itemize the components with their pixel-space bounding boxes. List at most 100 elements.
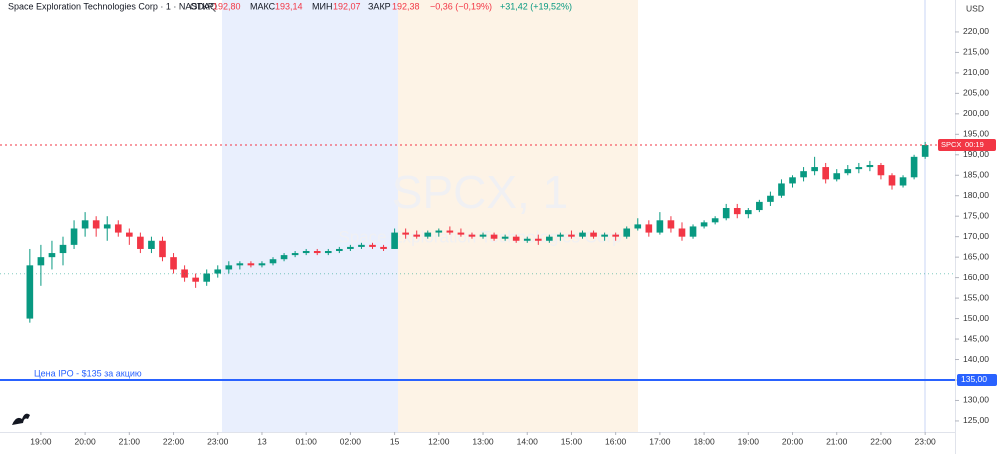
candle-body xyxy=(490,234,498,239)
candle-body xyxy=(203,273,211,282)
candle-body xyxy=(557,234,564,237)
candle-body xyxy=(280,255,288,260)
candle-body xyxy=(512,236,520,241)
x-tick-label: 14:00 xyxy=(517,436,539,446)
close-value: 192,38 xyxy=(392,1,420,11)
last-price-symbol: SPCX xyxy=(941,140,961,149)
candle-body xyxy=(833,173,841,180)
candle-body xyxy=(866,165,874,168)
candle-body xyxy=(822,167,829,180)
low-value: 192,07 xyxy=(333,1,361,11)
candle-body xyxy=(877,165,885,176)
candle-body xyxy=(501,236,509,239)
change-total: +31,42 (+19,52%) xyxy=(500,1,572,11)
y-tick-label: 140,00 xyxy=(963,354,989,364)
candle-body xyxy=(247,263,255,266)
candle-body xyxy=(126,232,133,237)
candle-body xyxy=(148,240,155,249)
candle-body xyxy=(722,208,730,219)
y-tick-label: 215,00 xyxy=(963,47,989,57)
high-value: 193,14 xyxy=(275,1,303,11)
y-tick-label: 220,00 xyxy=(963,26,989,36)
y-tick-label: 195,00 xyxy=(963,129,989,139)
candle-body xyxy=(523,238,531,241)
open-label: ОТКР xyxy=(190,1,214,11)
x-tick-label: 22:00 xyxy=(163,436,185,446)
candle-body xyxy=(921,145,929,157)
candle-body xyxy=(855,167,863,170)
candle-body xyxy=(645,224,653,233)
x-tick-label: 20:00 xyxy=(782,436,804,446)
x-tick-label: 01:00 xyxy=(296,436,318,446)
candle-body xyxy=(888,175,896,186)
x-tick-label: 15:00 xyxy=(561,436,583,446)
candle-body xyxy=(579,232,586,237)
logo xyxy=(12,413,30,425)
currency: USD xyxy=(966,3,984,13)
candle-body xyxy=(424,232,432,237)
x-tick-label: 22:00 xyxy=(870,436,892,446)
candle-body xyxy=(70,228,78,245)
candle-body xyxy=(369,244,376,247)
candle-body xyxy=(634,224,642,229)
candle-body xyxy=(59,244,67,254)
countdown: 00:19 xyxy=(965,140,984,149)
candle-body xyxy=(590,232,597,237)
ipo-axis-label: 135,00 xyxy=(961,374,987,384)
y-tick-label: 185,00 xyxy=(963,170,989,180)
x-tick-label: 02:00 xyxy=(340,436,362,446)
y-tick-label: 180,00 xyxy=(963,190,989,200)
y-tick-label: 190,00 xyxy=(963,149,989,159)
y-tick-label: 160,00 xyxy=(963,272,989,282)
y-tick-label: 210,00 xyxy=(963,67,989,77)
candle-body xyxy=(291,253,299,256)
x-tick-label: 12:00 xyxy=(428,436,450,446)
ipo-label: Цена IPO - $135 за акцию xyxy=(34,368,142,378)
marks xyxy=(26,141,929,323)
candle-body xyxy=(778,183,785,196)
candle-body xyxy=(800,171,807,178)
candle-body xyxy=(269,259,277,264)
candle-body xyxy=(789,177,796,184)
candle-body xyxy=(711,218,719,223)
last-price-badge xyxy=(938,139,996,152)
x-tick-label: 15 xyxy=(390,436,400,446)
x-tick-label: 19:00 xyxy=(30,436,52,446)
y-tick-label: 145,00 xyxy=(963,333,989,343)
y-tick-label: 150,00 xyxy=(963,313,989,323)
y-tick-label: 170,00 xyxy=(963,231,989,241)
candle-body xyxy=(435,230,443,233)
x-tick-label: 18:00 xyxy=(693,436,715,446)
y-tick-label: 175,00 xyxy=(963,210,989,220)
header: Space Exploration Technologies Corp · 1 … xyxy=(8,1,572,11)
x-tick-label: 17:00 xyxy=(649,436,671,446)
x-tick-label: 20:00 xyxy=(74,436,96,446)
x-tick-label: 21:00 xyxy=(826,436,848,446)
open-value: 192,80 xyxy=(213,1,241,11)
candle-body xyxy=(26,265,34,319)
y-tick-label: 130,00 xyxy=(963,395,989,405)
y-tick-label: 165,00 xyxy=(963,251,989,261)
candle-body xyxy=(756,201,763,211)
candle-body xyxy=(214,269,222,274)
x-tick-label: 21:00 xyxy=(119,436,141,446)
candle-body xyxy=(137,236,144,249)
y-tick-label: 200,00 xyxy=(963,108,989,118)
watermark-sub: Space Exploration Technologies Corp xyxy=(338,227,621,246)
candle-body xyxy=(844,169,852,174)
candle-body xyxy=(623,228,631,237)
candle-body xyxy=(402,232,409,235)
x-tick-label: 13:00 xyxy=(472,436,494,446)
candle-body xyxy=(313,251,321,254)
session-premarket xyxy=(222,0,398,432)
y-tick-label: 205,00 xyxy=(963,88,989,98)
x-tick-label: 23:00 xyxy=(207,436,229,446)
candle-body xyxy=(225,265,233,270)
y-tick-label: 125,00 xyxy=(963,415,989,425)
candle-body xyxy=(446,230,454,233)
candle-body xyxy=(48,253,56,258)
x-tick-label: 23:00 xyxy=(915,436,937,446)
candle-body xyxy=(114,224,122,233)
